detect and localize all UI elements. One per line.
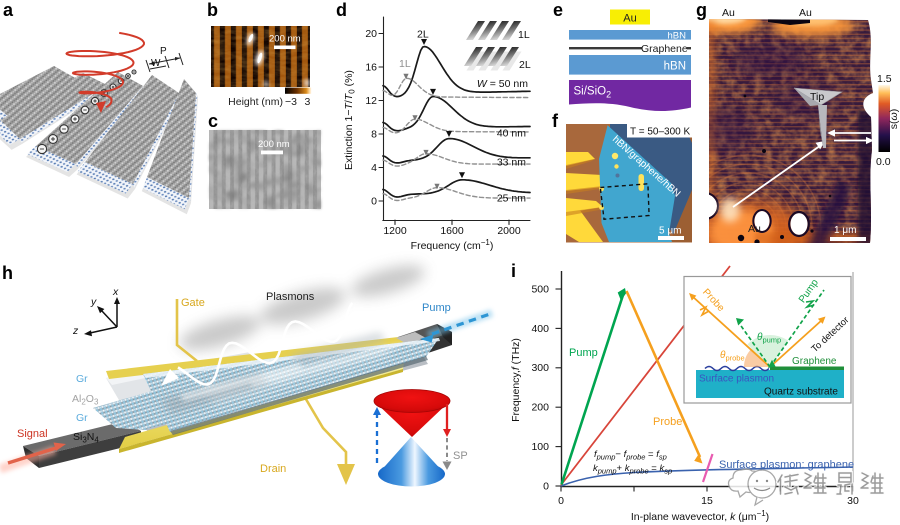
svg-text:hBN: hBN bbox=[668, 31, 687, 42]
svg-text:2L: 2L bbox=[519, 59, 531, 71]
svg-text:8: 8 bbox=[371, 129, 377, 141]
svg-text:500: 500 bbox=[531, 284, 549, 296]
svg-text:Au: Au bbox=[748, 223, 761, 235]
svg-text:Gr: Gr bbox=[76, 373, 88, 385]
svg-text:40 nm: 40 nm bbox=[497, 128, 526, 140]
svg-text:kpump+ kprobe = ksp: kpump+ kprobe = ksp bbox=[593, 463, 672, 476]
svg-text:300: 300 bbox=[531, 362, 549, 374]
svg-text:25 nm: 25 nm bbox=[497, 193, 526, 205]
svg-text:Gate: Gate bbox=[181, 297, 205, 309]
svg-text:Au: Au bbox=[722, 7, 735, 19]
svg-text:Si/SiO2: Si/SiO2 bbox=[574, 86, 612, 100]
svg-text:30: 30 bbox=[847, 495, 859, 507]
svg-text:1L: 1L bbox=[399, 58, 411, 70]
svg-text:Surface plasmon: Surface plasmon bbox=[699, 374, 774, 385]
svg-text:In-plane wavevector, k (μm−1): In-plane wavevector, k (μm−1) bbox=[631, 509, 769, 523]
svg-text:16: 16 bbox=[365, 62, 377, 74]
svg-text:P: P bbox=[160, 46, 167, 57]
svg-text:1200: 1200 bbox=[383, 225, 407, 237]
svg-text:12: 12 bbox=[365, 95, 377, 107]
svg-text:z: z bbox=[72, 325, 79, 337]
svg-text:Plasmons: Plasmons bbox=[266, 291, 315, 303]
svg-text:0: 0 bbox=[543, 481, 549, 493]
svg-text:200: 200 bbox=[531, 402, 549, 414]
svg-text:5 μm: 5 μm bbox=[659, 226, 681, 237]
svg-text:0.0: 0.0 bbox=[876, 156, 891, 168]
svg-text:Au: Au bbox=[799, 7, 812, 19]
svg-text:0: 0 bbox=[371, 196, 377, 208]
svg-text:4: 4 bbox=[371, 162, 377, 174]
svg-text:0: 0 bbox=[558, 495, 564, 507]
svg-text:2L: 2L bbox=[417, 29, 429, 41]
svg-text:SP: SP bbox=[453, 450, 468, 462]
svg-text:20: 20 bbox=[365, 28, 377, 40]
svg-text:Graphene: Graphene bbox=[792, 356, 837, 367]
svg-text:Au: Au bbox=[623, 13, 636, 25]
svg-text:hBN: hBN bbox=[664, 61, 686, 73]
svg-text:θpump: θpump bbox=[757, 332, 781, 345]
svg-text:s(ω): s(ω) bbox=[888, 109, 900, 129]
svg-text:Signal: Signal bbox=[17, 428, 48, 440]
svg-text:200 nm: 200 nm bbox=[269, 34, 301, 45]
svg-text:−3: −3 bbox=[285, 96, 297, 108]
svg-text:Drain: Drain bbox=[260, 463, 286, 475]
svg-text:3: 3 bbox=[305, 96, 311, 108]
svg-text:Gr: Gr bbox=[76, 412, 88, 424]
svg-text:200 nm: 200 nm bbox=[258, 139, 290, 150]
svg-text:Pump: Pump bbox=[569, 347, 598, 359]
svg-text:θprobe: θprobe bbox=[720, 350, 745, 363]
svg-text:fpump− fprobe = fsp: fpump− fprobe = fsp bbox=[594, 449, 667, 462]
svg-text:Pump: Pump bbox=[422, 302, 451, 314]
svg-text:Height (nm): Height (nm) bbox=[228, 96, 283, 108]
svg-text:T = 50–300 K: T = 50–300 K bbox=[630, 127, 690, 138]
svg-text:Frequency (cm−1): Frequency (cm−1) bbox=[411, 238, 494, 252]
svg-text:33 nm: 33 nm bbox=[497, 157, 526, 169]
svg-text:400: 400 bbox=[531, 323, 549, 335]
svg-text:Graphene: Graphene bbox=[641, 43, 688, 55]
svg-text:W: W bbox=[151, 58, 161, 69]
svg-text:Frequency,f (THz): Frequency,f (THz) bbox=[510, 338, 522, 422]
svg-text:1.5: 1.5 bbox=[877, 73, 892, 85]
svg-text:Extinction 1−T/T0 (%): Extinction 1−T/T0 (%) bbox=[343, 70, 357, 170]
svg-text:2000: 2000 bbox=[497, 225, 521, 237]
svg-text:W = 50 nm: W = 50 nm bbox=[477, 78, 528, 90]
svg-text:15: 15 bbox=[701, 495, 713, 507]
svg-text:100: 100 bbox=[531, 441, 549, 453]
svg-text:Si3N4: Si3N4 bbox=[73, 431, 99, 445]
svg-text:x: x bbox=[112, 286, 119, 298]
svg-text:Al2O3: Al2O3 bbox=[72, 393, 99, 407]
svg-text:1600: 1600 bbox=[440, 225, 464, 237]
svg-text:Probe: Probe bbox=[653, 416, 682, 428]
svg-text:1 μm: 1 μm bbox=[834, 225, 856, 236]
svg-text:Tip: Tip bbox=[810, 91, 824, 103]
svg-text:Surface plasmon: graphene: Surface plasmon: graphene bbox=[719, 459, 854, 471]
svg-text:y: y bbox=[90, 296, 97, 308]
svg-text:Quartz substrate: Quartz substrate bbox=[764, 387, 838, 398]
svg-text:1L: 1L bbox=[518, 29, 530, 41]
